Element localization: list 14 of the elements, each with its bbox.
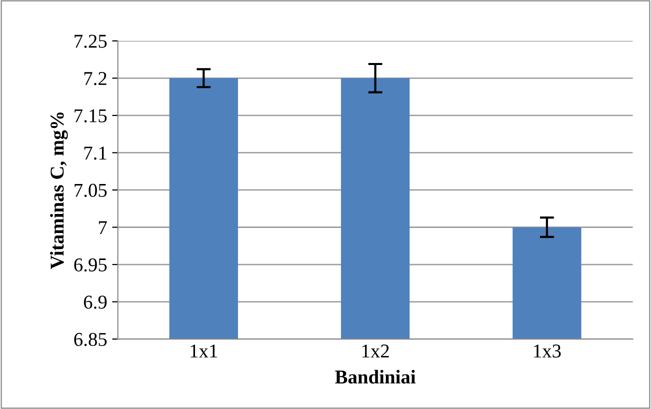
x-tick-label: 1x2 (362, 344, 389, 358)
y-tick-label: 6.95 (74, 258, 107, 272)
y-tick-label: 7.2 (84, 72, 106, 86)
x-tick-label: 1x3 (534, 344, 561, 358)
y-tick-label: 7 (98, 221, 107, 234)
y-tick-label: 7.25 (74, 34, 107, 48)
y-tick-label: 7.1 (84, 146, 106, 160)
y-tick-label: 7.05 (74, 184, 107, 198)
x-tick-label: 1x1 (190, 344, 218, 358)
x-axis-title: Bandiniai (335, 370, 416, 384)
y-tick-label: 7.15 (74, 109, 107, 122)
y-tick-label: 6.9 (84, 296, 107, 309)
y-tick-label: 6.85 (74, 332, 107, 346)
y-axis-title: Vitaminas C, mg% (50, 112, 68, 270)
